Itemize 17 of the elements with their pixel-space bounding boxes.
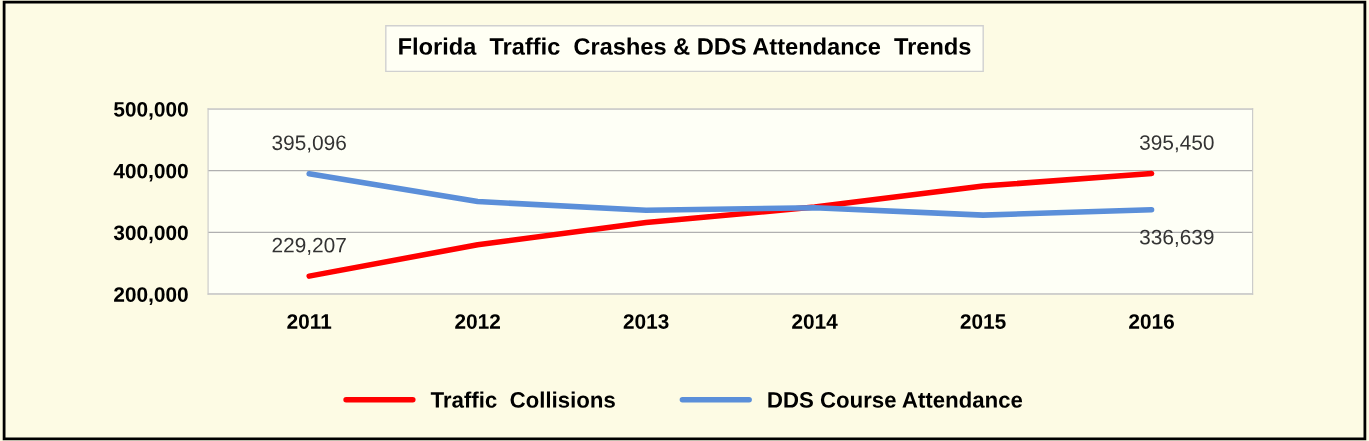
data-label: 229,207 (272, 237, 346, 256)
data-label: 395,450 (1139, 135, 1214, 153)
x-tick-label: 2014 (792, 314, 838, 329)
x-tick-label: 2013 (623, 314, 669, 329)
x-tick-label: 2016 (1129, 314, 1174, 329)
y-tick-label: 400,000 (113, 163, 188, 182)
y-tick-label: 300,000 (113, 225, 188, 244)
x-tick-label: 2011 (287, 314, 332, 329)
x-tick-label: 2012 (455, 314, 500, 329)
legend-label: Traffic Collisions (430, 391, 615, 408)
chart-title: Florida Traffic Crashes & DDS Attendance Trends (399, 37, 971, 55)
y-tick-label: 500,000 (113, 101, 188, 120)
y-tick-label: 200,000 (114, 287, 188, 305)
data-label: 336,639 (1139, 229, 1214, 247)
legend-label: DDS Course Attendance (768, 391, 1023, 408)
data-label: 395,096 (272, 135, 346, 153)
x-tick-label: 2015 (960, 314, 1006, 329)
